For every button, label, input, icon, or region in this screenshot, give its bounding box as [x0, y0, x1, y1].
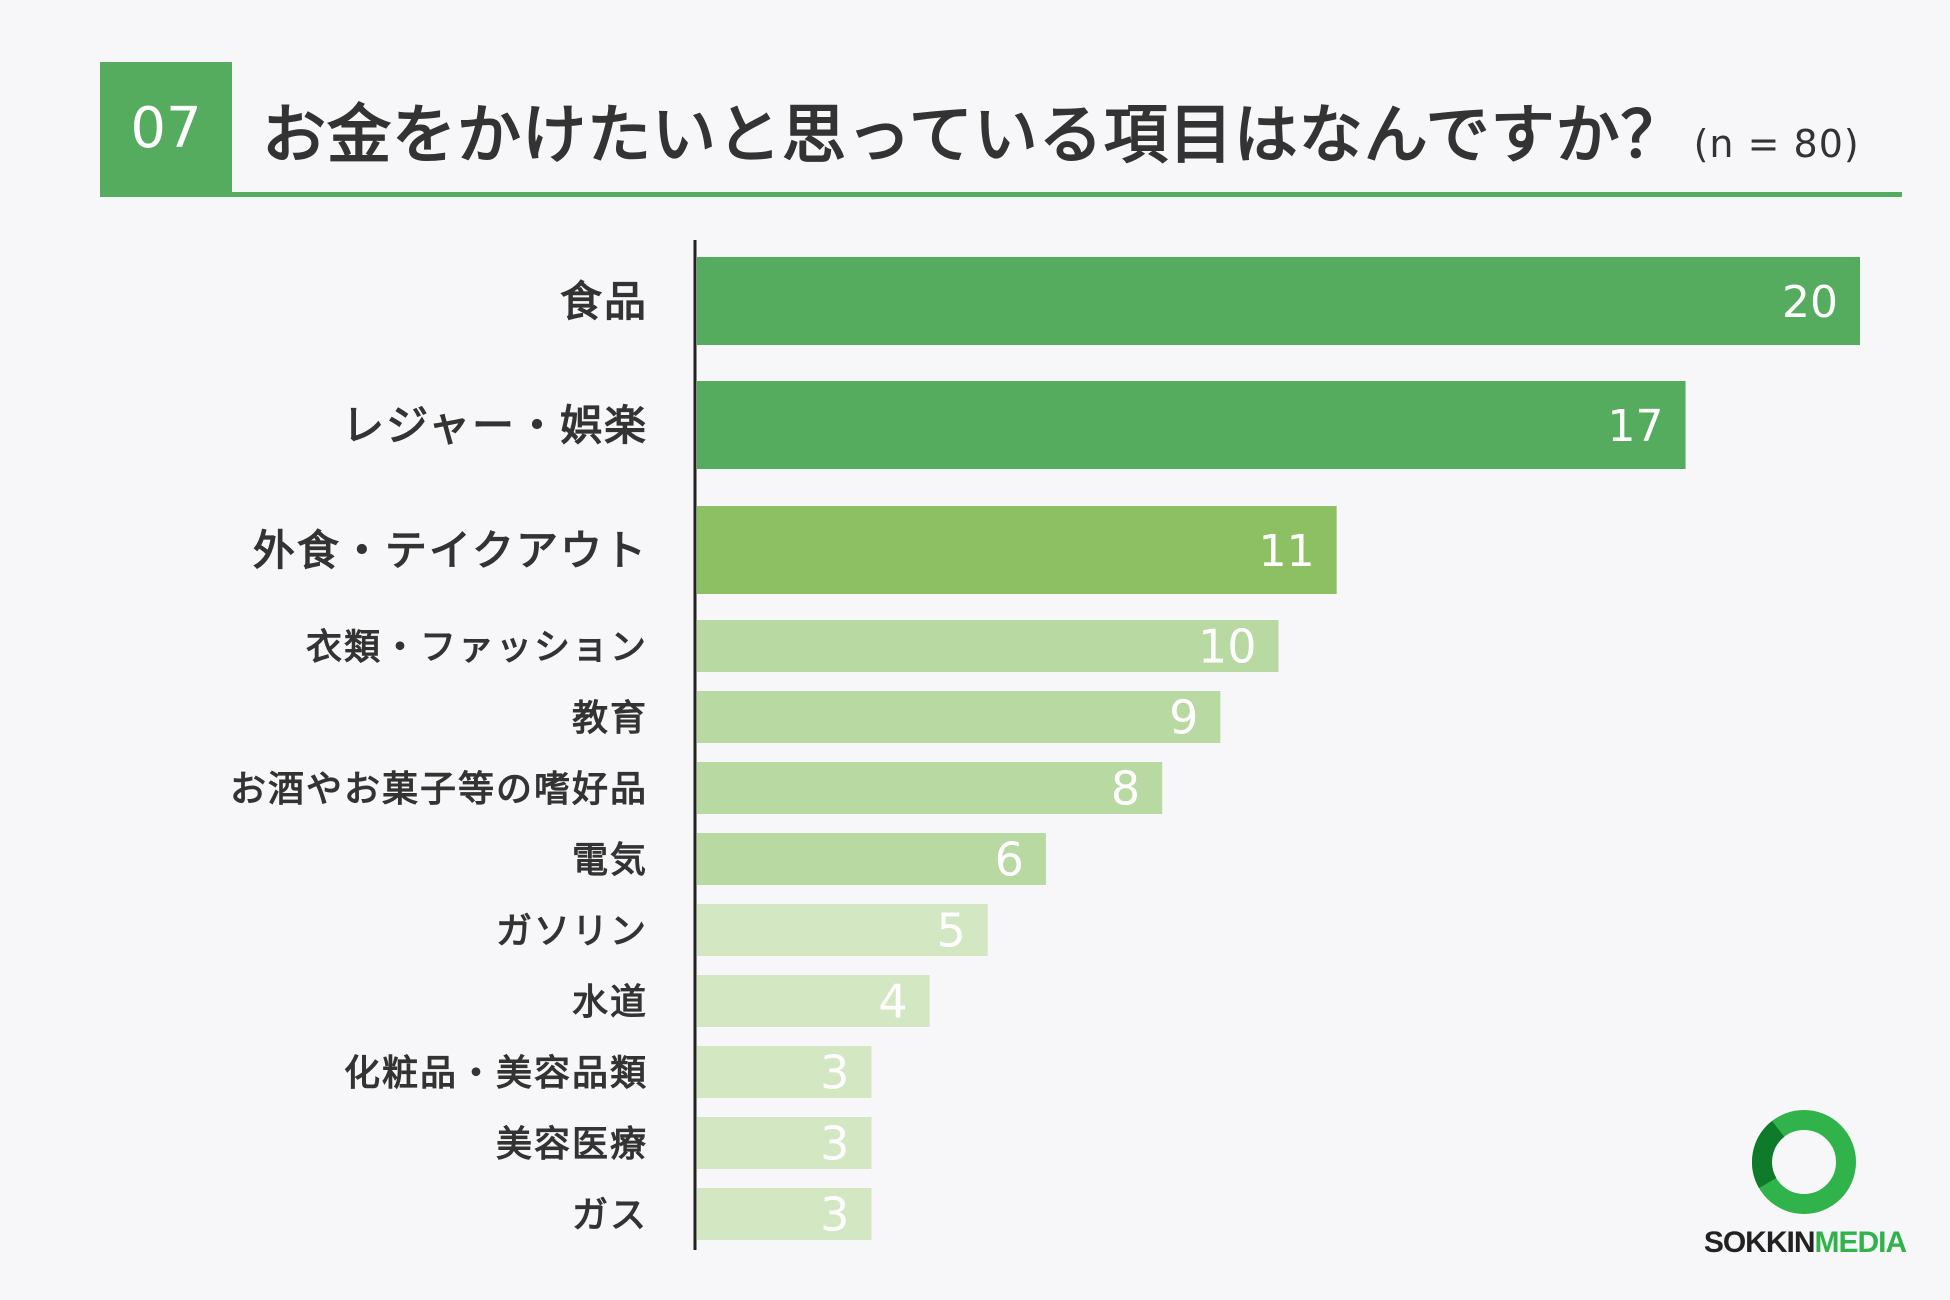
brand-name: SOKKINMEDIA — [1690, 1226, 1920, 1260]
category-label-2: レジャー・娯楽 — [342, 401, 648, 450]
value-label-1: 20 — [1782, 277, 1838, 328]
bar-2 — [697, 381, 1686, 469]
value-label-10: 3 — [820, 1046, 849, 1100]
value-label-11: 3 — [820, 1117, 849, 1171]
bar-9 — [697, 975, 930, 1027]
bar-11 — [697, 1117, 872, 1169]
bar-3 — [697, 506, 1337, 594]
category-label-11: 美容医療 — [496, 1124, 648, 1165]
question-number-badge: 07 — [100, 62, 232, 194]
ring-icon — [1752, 1110, 1856, 1214]
category-label-7: 電気 — [572, 840, 648, 881]
value-label-6: 8 — [1111, 762, 1140, 816]
bar-6 — [697, 762, 1163, 814]
category-label-8: ガソリン — [496, 911, 648, 952]
brand-name-part1: SOKKIN — [1703, 1226, 1816, 1259]
value-label-12: 3 — [820, 1188, 849, 1242]
chart-header: 07 お金をかけたいと思っている項目はなんですか？ (n = 80) — [100, 62, 1902, 197]
value-label-7: 6 — [995, 833, 1024, 887]
category-label-3: 外食・テイクアウト — [253, 526, 648, 575]
category-label-5: 教育 — [572, 698, 648, 739]
category-label-6: お酒やお菓子等の嗜好品 — [230, 769, 648, 810]
chart-title-text: お金をかけたいと思っている項目はなんですか？ — [262, 99, 1686, 173]
bar-5 — [697, 691, 1221, 743]
value-label-5: 9 — [1169, 691, 1198, 745]
header-underline — [100, 192, 1902, 197]
chart-title: お金をかけたいと思っている項目はなんですか？ (n = 80) — [262, 84, 1860, 176]
category-label-9: 水道 — [572, 982, 648, 1023]
bar-8 — [697, 904, 988, 956]
sample-size: (n = 80) — [1693, 122, 1860, 166]
category-label-10: 化粧品・美容品類 — [344, 1053, 648, 1094]
category-label-1: 食品 — [560, 277, 648, 326]
bar-7 — [697, 833, 1046, 885]
bar-10 — [697, 1046, 872, 1098]
bar-4 — [697, 620, 1279, 672]
value-label-3: 11 — [1259, 526, 1315, 577]
value-label-8: 5 — [936, 904, 965, 958]
category-label-4: 衣類・ファッション — [306, 627, 648, 668]
value-label-4: 10 — [1198, 620, 1257, 674]
value-label-2: 17 — [1608, 401, 1664, 452]
category-label-12: ガス — [572, 1195, 648, 1236]
bar-1 — [697, 257, 1860, 345]
bar-12 — [697, 1188, 872, 1240]
brand-logo: SOKKINMEDIA — [1690, 1108, 1920, 1260]
value-label-9: 4 — [878, 975, 907, 1029]
brand-name-part2: MEDIA — [1814, 1226, 1908, 1259]
